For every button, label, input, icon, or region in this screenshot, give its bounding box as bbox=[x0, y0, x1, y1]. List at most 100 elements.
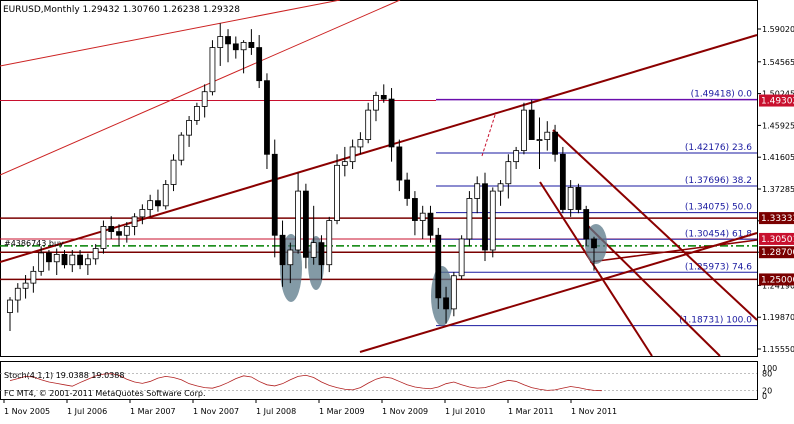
fib-level-label: (1.30454) 61.8 bbox=[685, 229, 752, 239]
stoch-axis-label: 100 bbox=[762, 364, 777, 373]
candle-body bbox=[209, 47, 216, 93]
price-axis-label: 1.50245 bbox=[762, 90, 794, 99]
copyright-text: FC MT4, © 2001-2011 MetaQuotes Software … bbox=[4, 389, 205, 398]
candle-body bbox=[240, 41, 247, 51]
time-axis-label: 1 Nov 2005 bbox=[4, 407, 50, 416]
time-axis-label: 1 Mar 2009 bbox=[319, 407, 365, 416]
candle-body bbox=[497, 183, 504, 192]
candle-body bbox=[201, 91, 208, 107]
candlesticks bbox=[7, 23, 597, 331]
candle-body bbox=[46, 252, 52, 263]
price-tag-box bbox=[759, 273, 794, 286]
price-tag-box bbox=[759, 94, 794, 107]
candle-body bbox=[365, 109, 372, 140]
candle-body bbox=[92, 248, 99, 260]
trend-channels[interactable] bbox=[0, 0, 758, 357]
candle-body bbox=[38, 252, 45, 272]
candle-body bbox=[116, 231, 122, 236]
fib-level-label: (1.18731) 100.0 bbox=[679, 316, 752, 326]
candle-body bbox=[271, 153, 278, 236]
candle-body bbox=[552, 131, 558, 155]
price-tag-box bbox=[759, 212, 794, 225]
candle-body bbox=[61, 254, 68, 266]
candle-body bbox=[427, 212, 434, 236]
candle-body bbox=[591, 238, 597, 249]
candle-body bbox=[232, 43, 239, 51]
candle-body bbox=[521, 109, 527, 152]
trend-line[interactable] bbox=[0, 0, 341, 67]
candle-body bbox=[139, 209, 146, 218]
candle-body bbox=[30, 270, 37, 284]
candle-body bbox=[287, 249, 294, 266]
candle-body bbox=[443, 297, 449, 310]
candle-body bbox=[310, 242, 317, 258]
candle-body bbox=[388, 98, 395, 148]
price-tag-label: 1.33333 bbox=[761, 214, 794, 224]
candle-body bbox=[279, 234, 286, 266]
trend-line[interactable] bbox=[0, 34, 758, 263]
candle-body bbox=[513, 150, 520, 163]
candle-body bbox=[458, 238, 465, 277]
candle-body bbox=[559, 153, 566, 210]
price-tag-box bbox=[759, 246, 794, 259]
stoch-axis-label: 0 bbox=[762, 392, 767, 401]
candle-body bbox=[318, 242, 325, 266]
candle-body bbox=[193, 106, 200, 121]
price-tag-box bbox=[759, 232, 794, 245]
dotted-trend-line[interactable] bbox=[481, 111, 497, 157]
time-axis-label: 1 Mar 2011 bbox=[508, 407, 554, 416]
price-axis-label: 1.45925 bbox=[762, 121, 794, 130]
candle-body bbox=[248, 41, 255, 48]
candle-body bbox=[373, 94, 379, 111]
candle-body bbox=[489, 190, 496, 251]
fibonacci-retracement[interactable]: (1.49418) 0.0 (1.42176) 23.6 (1.37696) 38.… bbox=[436, 90, 757, 327]
candle-body bbox=[380, 94, 387, 100]
trend-line[interactable] bbox=[0, 0, 401, 176]
candle-body bbox=[77, 254, 83, 266]
time-axis-label: 1 Jul 2010 bbox=[445, 407, 485, 416]
candle-body bbox=[544, 131, 551, 140]
main-plot-frame bbox=[0, 0, 758, 357]
time-axis-label: 1 Jul 2008 bbox=[256, 407, 296, 416]
candle-body bbox=[536, 139, 543, 141]
fib-level-label: (1.42176) 23.6 bbox=[685, 143, 752, 153]
candle-body bbox=[419, 212, 426, 221]
candle-body bbox=[178, 134, 185, 161]
price-axis-label: 1.37285 bbox=[762, 185, 794, 194]
indicator-header: Stoch(4,1,1) 19.0388 19.0388 bbox=[4, 371, 124, 380]
trend-line[interactable] bbox=[552, 129, 758, 321]
candle-body bbox=[349, 146, 356, 163]
price-tag-label: 1.28700 bbox=[761, 248, 794, 258]
highlight-ellipse[interactable] bbox=[431, 266, 453, 326]
time-axis: 1 Nov 2005 1 Jul 2006 1 Mar 2007 1 Nov 2007… bbox=[3, 399, 617, 416]
candle-body bbox=[341, 161, 348, 166]
highlight-ellipse[interactable] bbox=[280, 234, 302, 302]
candle-body bbox=[583, 209, 590, 240]
trend-line[interactable] bbox=[539, 181, 653, 357]
price-axis-label: 1.59020 bbox=[762, 25, 794, 34]
order-label: #4386743 buy bbox=[4, 239, 64, 248]
candle-body bbox=[412, 198, 418, 221]
price-axis-label: 1.24190 bbox=[762, 281, 794, 290]
trend-line[interactable] bbox=[587, 225, 721, 357]
candle-body bbox=[256, 47, 263, 82]
trend-line[interactable] bbox=[589, 239, 758, 263]
trend-line[interactable] bbox=[359, 232, 758, 353]
candle-body bbox=[84, 258, 91, 266]
candle-body bbox=[170, 159, 177, 185]
candle-body bbox=[466, 198, 473, 240]
candle-body bbox=[505, 161, 512, 185]
stoch-line bbox=[9, 373, 602, 392]
candle-body bbox=[186, 120, 192, 136]
candle-body bbox=[326, 220, 333, 266]
time-axis-label: 1 Nov 2007 bbox=[193, 407, 239, 416]
candle-body bbox=[295, 190, 302, 251]
candle-body bbox=[567, 187, 574, 210]
candle-body bbox=[14, 287, 21, 301]
candle-body bbox=[147, 200, 154, 210]
candle-body bbox=[53, 254, 60, 263]
stoch-axis-label: 20 bbox=[762, 386, 772, 395]
